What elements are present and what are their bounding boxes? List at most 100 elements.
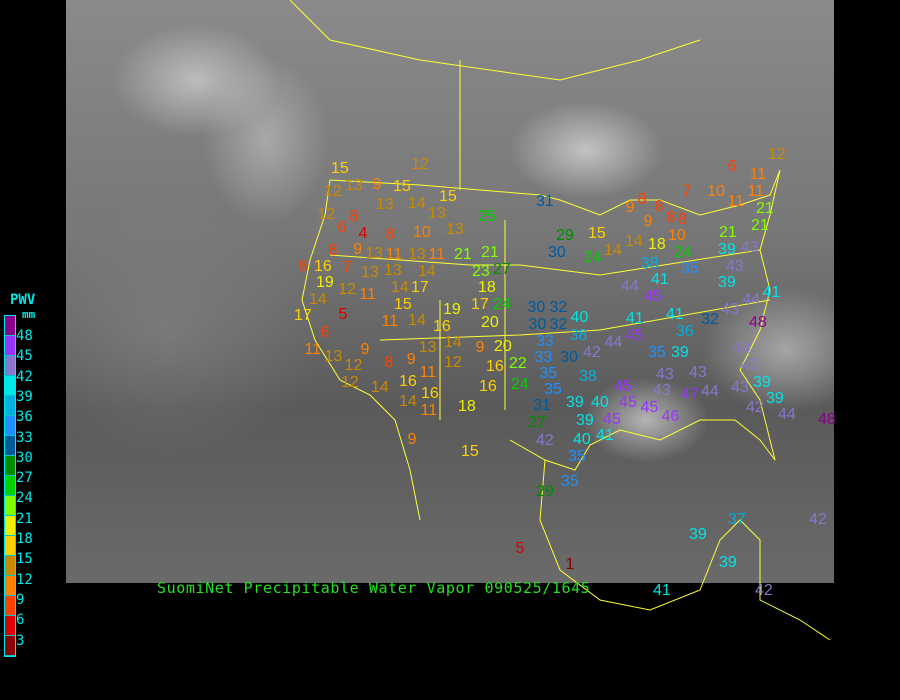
station-pwv-value: 41 bbox=[651, 271, 669, 289]
station-pwv-value: 9 bbox=[407, 431, 417, 448]
station-pwv-value: 36 bbox=[676, 323, 694, 340]
station-pwv-value: 11 bbox=[727, 193, 745, 210]
station-pwv-value: 8 bbox=[349, 208, 359, 225]
station-pwv-value: 42 bbox=[583, 344, 601, 361]
station-pwv-value: 13 bbox=[324, 348, 343, 365]
station-pwv-value: 44 bbox=[701, 383, 719, 400]
station-pwv-value: 9 bbox=[475, 339, 485, 356]
station-pwv-value: 15 bbox=[439, 187, 457, 205]
station-pwv-value: 14 bbox=[408, 195, 426, 212]
station-pwv-value: 12 bbox=[411, 156, 429, 173]
station-pwv-value: 39 bbox=[718, 274, 736, 291]
station-pwv-value: 39 bbox=[566, 393, 584, 411]
legend-label: 21 bbox=[16, 510, 33, 527]
station-pwv-value: 24 bbox=[493, 295, 511, 313]
station-pwv-value: 12 bbox=[768, 146, 786, 163]
station-pwv-value: 31 bbox=[536, 193, 554, 210]
station-pwv-value: 24 bbox=[511, 376, 529, 393]
legend-label: 12 bbox=[16, 571, 33, 588]
station-pwv-value: 32 bbox=[701, 311, 719, 328]
us-canada-border bbox=[329, 169, 781, 216]
station-pwv-value: 8 bbox=[637, 191, 647, 208]
station-pwv-value: 43 bbox=[656, 366, 674, 383]
station-pwv-value: 35 bbox=[568, 448, 586, 465]
station-pwv-value: 40 bbox=[570, 309, 589, 326]
station-pwv-value: 15 bbox=[393, 178, 411, 195]
legend-label: 36 bbox=[16, 409, 33, 426]
station-pwv-value: 8 bbox=[384, 354, 394, 371]
station-pwv-value: 17 bbox=[411, 278, 429, 296]
station-pwv-value: 13 bbox=[365, 245, 383, 263]
station-pwv-value: 30 bbox=[560, 349, 579, 366]
station-pwv-value: 33 bbox=[536, 332, 554, 350]
station-pwv-value: 14 bbox=[309, 290, 327, 308]
legend-swatch bbox=[5, 376, 15, 396]
state-line bbox=[289, 0, 701, 81]
station-pwv-value: 21 bbox=[751, 216, 769, 234]
station-pwv-value: 8 bbox=[298, 258, 308, 275]
west-coast bbox=[301, 179, 421, 521]
station-pwv-value: 45 bbox=[614, 377, 632, 395]
station-pwv-value: 24 bbox=[584, 249, 602, 266]
legend-label: 33 bbox=[16, 429, 33, 446]
station-pwv-value: 41 bbox=[626, 310, 644, 327]
station-pwv-value: 13 bbox=[384, 262, 402, 280]
station-pwv-value: 5 bbox=[338, 306, 348, 323]
station-pwv-value: 9 bbox=[625, 199, 635, 216]
station-pwv-value: 21 bbox=[481, 244, 499, 261]
station-pwv-value: 40 bbox=[591, 394, 609, 412]
station-pwv-value: 21 bbox=[454, 246, 472, 263]
station-pwv-value: 41 bbox=[762, 284, 781, 301]
legend-swatch bbox=[5, 456, 15, 476]
station-pwv-value: 13 bbox=[361, 264, 379, 281]
station-pwv-value: 45 bbox=[640, 399, 659, 416]
station-pwv-value: 35 bbox=[539, 365, 558, 383]
station-pwv-value: 32 bbox=[549, 315, 568, 333]
station-pwv-value: 29 bbox=[556, 226, 574, 244]
station-pwv-value: 31 bbox=[533, 397, 551, 415]
station-pwv-value: 48 bbox=[818, 411, 836, 428]
gulf-coast bbox=[509, 419, 776, 471]
legend-swatch bbox=[5, 636, 15, 656]
legend-swatch bbox=[5, 336, 15, 356]
station-pwv-value: 45 bbox=[644, 288, 662, 306]
station-pwv-value: 39 bbox=[719, 554, 737, 571]
station-pwv-value: 39 bbox=[718, 241, 736, 258]
legend-label: 45 bbox=[16, 348, 33, 365]
legend-swatch bbox=[5, 596, 15, 616]
station-pwv-value: 8 bbox=[654, 198, 664, 215]
station-pwv-value: 6 bbox=[320, 323, 330, 341]
state-line bbox=[329, 249, 761, 276]
station-pwv-value: 32 bbox=[549, 299, 568, 317]
satellite-water-vapor-map bbox=[66, 0, 834, 583]
station-pwv-value: 14 bbox=[408, 312, 426, 330]
legend-swatch bbox=[5, 496, 15, 516]
station-pwv-value: 7 bbox=[682, 183, 692, 200]
station-pwv-value: 16 bbox=[486, 358, 504, 375]
station-pwv-value: 20 bbox=[481, 314, 499, 331]
legend-swatch bbox=[5, 536, 15, 556]
legend-label: 15 bbox=[16, 551, 33, 568]
station-pwv-value: 44 bbox=[621, 278, 639, 295]
station-pwv-value: 44 bbox=[778, 406, 796, 424]
station-pwv-value: 12 bbox=[344, 357, 363, 375]
station-pwv-value: 43 bbox=[741, 239, 759, 256]
legend-swatch bbox=[5, 416, 15, 436]
legend-label: 24 bbox=[16, 490, 33, 507]
station-pwv-value: 20 bbox=[494, 338, 512, 355]
station-pwv-value: 27 bbox=[528, 413, 546, 431]
legend-label: 30 bbox=[16, 449, 33, 466]
station-pwv-value: 41 bbox=[666, 306, 684, 323]
station-pwv-value: 14 bbox=[604, 241, 622, 259]
station-pwv-value: 9 bbox=[372, 176, 382, 193]
station-pwv-value: 17 bbox=[471, 296, 489, 314]
station-pwv-value: 11 bbox=[747, 183, 765, 201]
station-pwv-value: 18 bbox=[458, 398, 476, 415]
station-pwv-value: 41 bbox=[653, 582, 671, 599]
station-pwv-value: 6 bbox=[337, 219, 347, 236]
legend-title: PWV bbox=[10, 292, 36, 308]
station-pwv-value: 35 bbox=[648, 344, 666, 361]
station-pwv-value: 47 bbox=[681, 386, 699, 403]
station-pwv-value: 30 bbox=[548, 243, 566, 261]
legend-swatch bbox=[5, 556, 15, 576]
